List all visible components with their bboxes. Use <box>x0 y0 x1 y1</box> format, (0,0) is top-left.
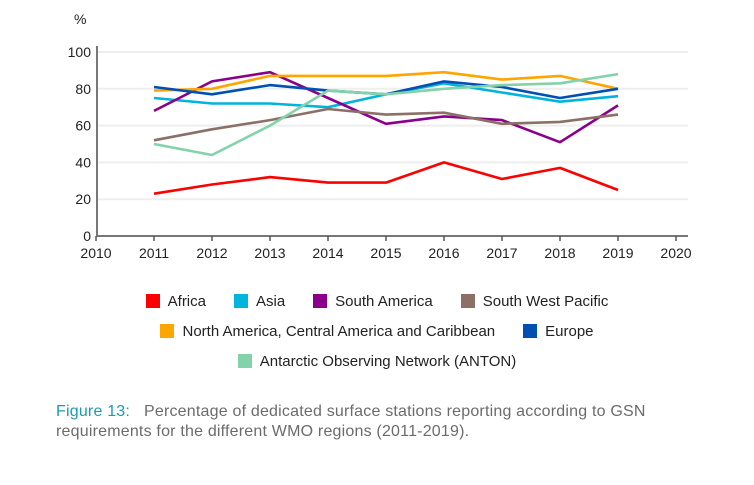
x-axis-ticks: 2010 2011 2012 2013 2014 2015 2016 2017 2018 2019… <box>80 236 692 261</box>
legend-swatch <box>233 294 248 308</box>
legend-label: Africa <box>167 292 206 310</box>
legend-swatch <box>523 324 538 338</box>
y-tick-label: 20 <box>75 191 91 207</box>
y-tick-label: 0 <box>83 228 91 244</box>
x-tick-label: 2016 <box>428 245 459 261</box>
series-line-antarctic-observing-network-anton <box>153 72 619 157</box>
x-tick-label: 2018 <box>544 245 575 261</box>
legend: Africa Asia South America South West Pacifi… <box>0 286 754 376</box>
y-tick-label: 100 <box>68 44 92 60</box>
series-lines <box>153 70 619 195</box>
x-tick-label: 2012 <box>196 245 227 261</box>
legend-swatch <box>460 294 475 308</box>
series-line-north-america-central-america-and-caribbean <box>153 70 619 92</box>
legend-label: Asia <box>255 292 286 310</box>
y-axis-unit-label: % <box>74 11 86 27</box>
legend-row: Antarctic Observing Network (ANTON) <box>0 346 754 376</box>
legend-label: Europe <box>545 322 594 340</box>
x-tick-label: 2015 <box>370 245 401 261</box>
y-tick-label: 40 <box>75 154 91 170</box>
x-tick-label: 2014 <box>312 245 343 261</box>
legend-row: North America, Central America and Carib… <box>0 316 754 346</box>
x-tick-label: 2019 <box>602 245 633 261</box>
x-tick-label: 2010 <box>80 245 111 261</box>
legend-item: Europe <box>523 322 594 340</box>
legend-item: Antarctic Observing Network (ANTON) <box>237 352 517 370</box>
legend-swatch <box>237 354 252 368</box>
caption-text: Percentage of dedicated surface stations… <box>56 403 646 440</box>
x-tick-label: 2017 <box>486 245 517 261</box>
series-line-africa <box>153 161 619 195</box>
series-line-south-west-pacific <box>153 107 619 142</box>
legend-item: South West Pacific <box>460 292 609 310</box>
y-tick-label: 80 <box>75 81 91 97</box>
legend-swatch <box>145 294 160 308</box>
gridlines <box>97 51 688 201</box>
y-tick-label: 60 <box>75 118 91 134</box>
x-tick-label: 2011 <box>139 245 169 261</box>
legend-item: Africa <box>145 292 206 310</box>
legend-item: Asia <box>233 292 286 310</box>
legend-label: South West Pacific <box>482 292 609 310</box>
x-tick-label: 2013 <box>254 245 285 261</box>
legend-swatch <box>313 294 328 308</box>
series-line-south-america <box>153 70 619 144</box>
legend-label: North America, Central America and Carib… <box>182 322 496 340</box>
legend-label: Antarctic Observing Network (ANTON) <box>259 352 517 370</box>
caption-label: Figure 13: <box>56 403 131 420</box>
legend-row: Africa Asia South America South West Pacifi… <box>0 286 754 316</box>
legend-item: South America <box>313 293 433 310</box>
y-axis-ticks: 0 20 40 60 80 100 <box>68 44 92 244</box>
x-tick-label: 2020 <box>660 245 691 261</box>
figure-caption: Figure 13: Percentage of dedicated surfa… <box>56 402 716 442</box>
legend-item: North America, Central America and Carib… <box>160 323 495 340</box>
axes <box>96 46 688 237</box>
legend-swatch <box>160 324 175 338</box>
legend-label: South America <box>335 292 433 310</box>
